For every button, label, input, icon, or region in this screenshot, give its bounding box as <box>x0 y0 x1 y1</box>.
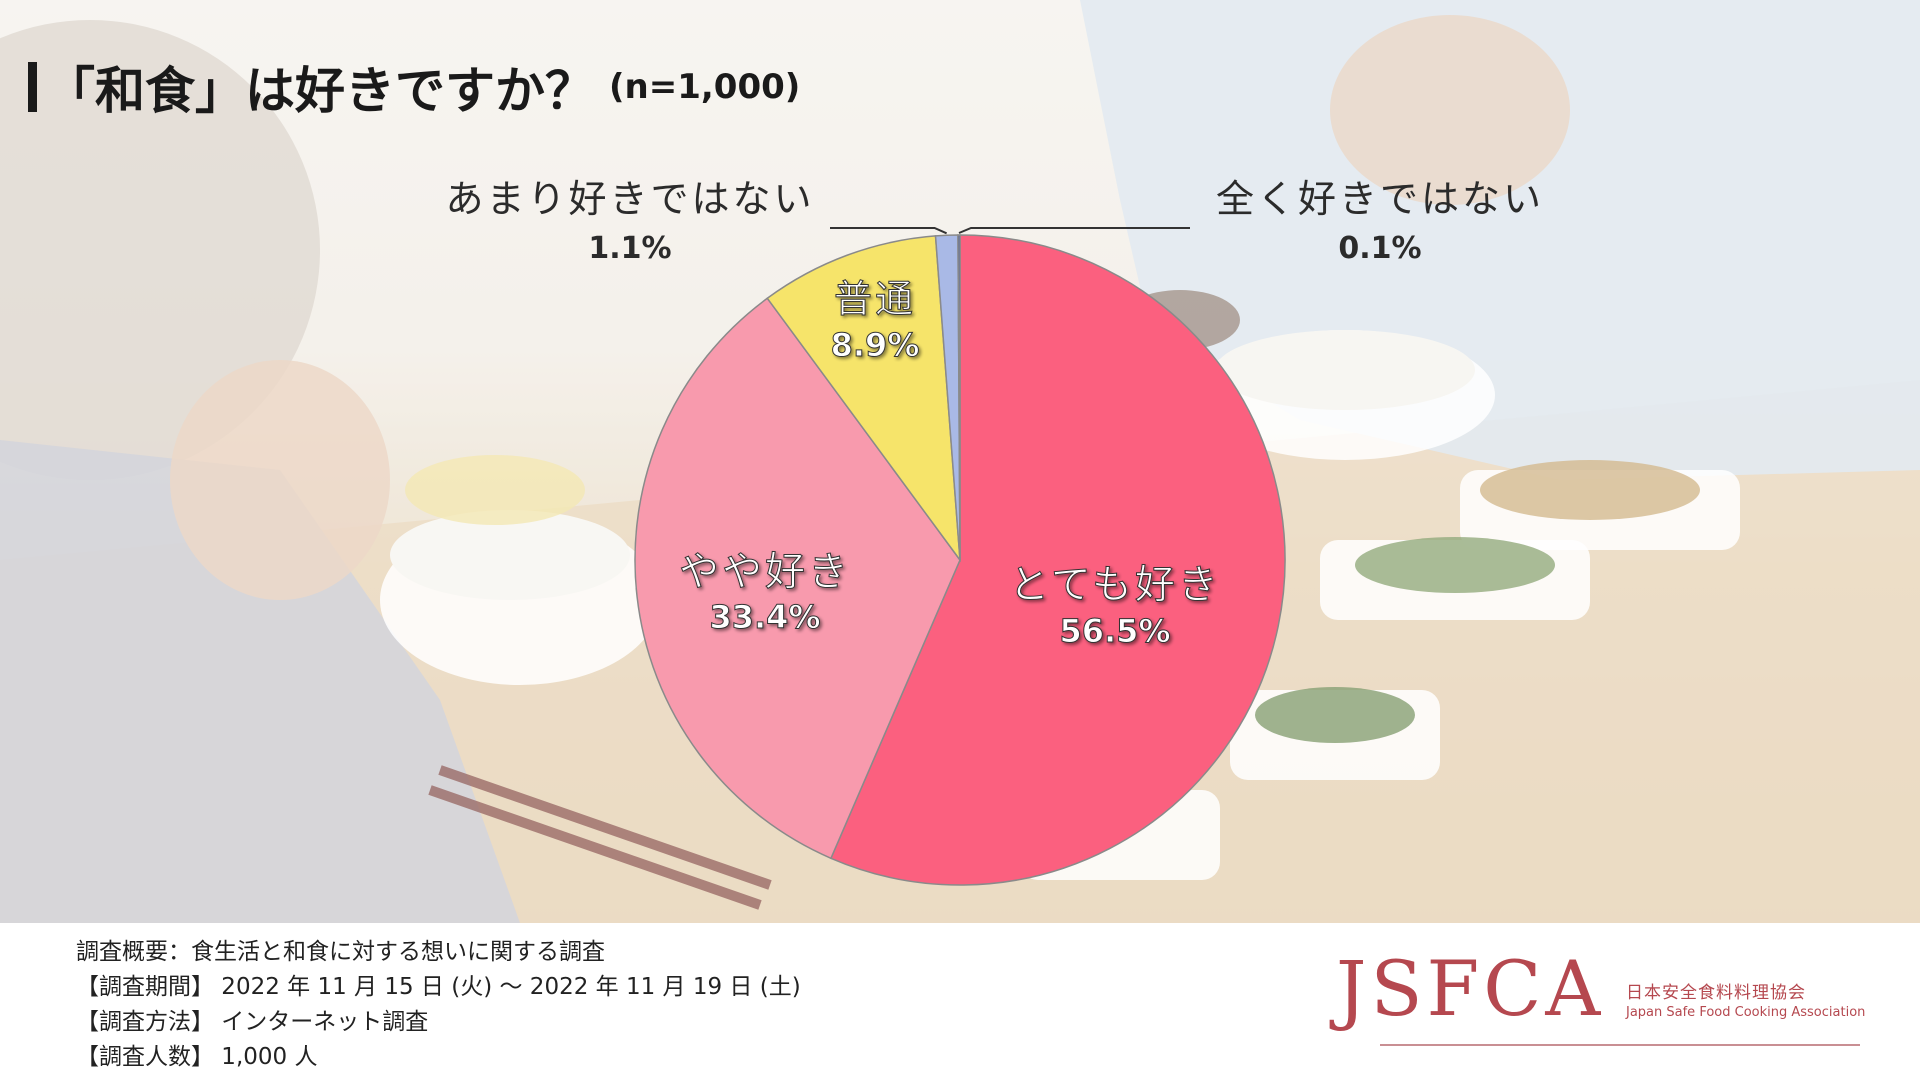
slice-label-dislike-all: 全く好きではない <box>1216 177 1544 221</box>
page-title: 「和食」は好きですか？ (n=1,000) <box>28 52 800 122</box>
pie-slice-neutral <box>766 235 961 563</box>
logo-underline <box>1380 1044 1860 1046</box>
slice-label-somewhat-like: やや好き <box>679 549 851 595</box>
slice-value-dislike-all: 0.1% <box>1338 231 1421 266</box>
survey-respondents: 【調査人数】 1,000 人 <box>76 1044 318 1070</box>
slice-label-dislike-somewhat: あまり好きではない <box>445 177 814 221</box>
slice-value-somewhat-like: 33.4% <box>709 598 820 636</box>
slice-label-very-like: とても好き <box>1009 562 1221 608</box>
title-accent-bar <box>28 62 37 112</box>
logo-mark: JSFCA <box>1336 944 1605 1033</box>
title-text: 「和食」は好きですか？ <box>45 62 595 120</box>
title-sample-size: (n=1,000) <box>609 67 801 107</box>
jsfca-logo: JSFCA 日本安全食料料理協会 Japan Safe Food Cooking… <box>1336 944 1865 1050</box>
pie-slice-dislike-all <box>957 234 961 561</box>
slice-label-neutral: 普通 <box>834 277 916 321</box>
slice-value-very-like: 56.5% <box>1059 612 1170 650</box>
footer <box>0 923 1920 1080</box>
logo-name-jp: 日本安全食料料理協会 <box>1626 983 1806 1003</box>
pie-slice-very-like <box>829 234 1286 886</box>
leader-line-dislike-all <box>958 227 1190 234</box>
survey-overview: 調査概要：食生活と和食に対する想いに関する調査 <box>76 939 605 965</box>
logo-name-en: Japan Safe Food Cooking Association <box>1626 1005 1866 1020</box>
pie-slice-somewhat-like <box>634 297 961 860</box>
survey-period: 【調査期間】 2022 年 11 月 15 日 (火) ～ 2022 年 11 … <box>76 974 801 1000</box>
slice-value-dislike-somewhat: 1.1% <box>588 231 671 266</box>
slice-value-neutral: 8.9% <box>831 326 920 364</box>
leader-line-dislike-somewhat <box>830 227 948 235</box>
survey-method: 【調査方法】 インターネット調査 <box>76 1009 429 1035</box>
survey-info: 調査概要：食生活と和食に対する想いに関する調査 【調査期間】 2022 年 11… <box>76 935 801 1075</box>
